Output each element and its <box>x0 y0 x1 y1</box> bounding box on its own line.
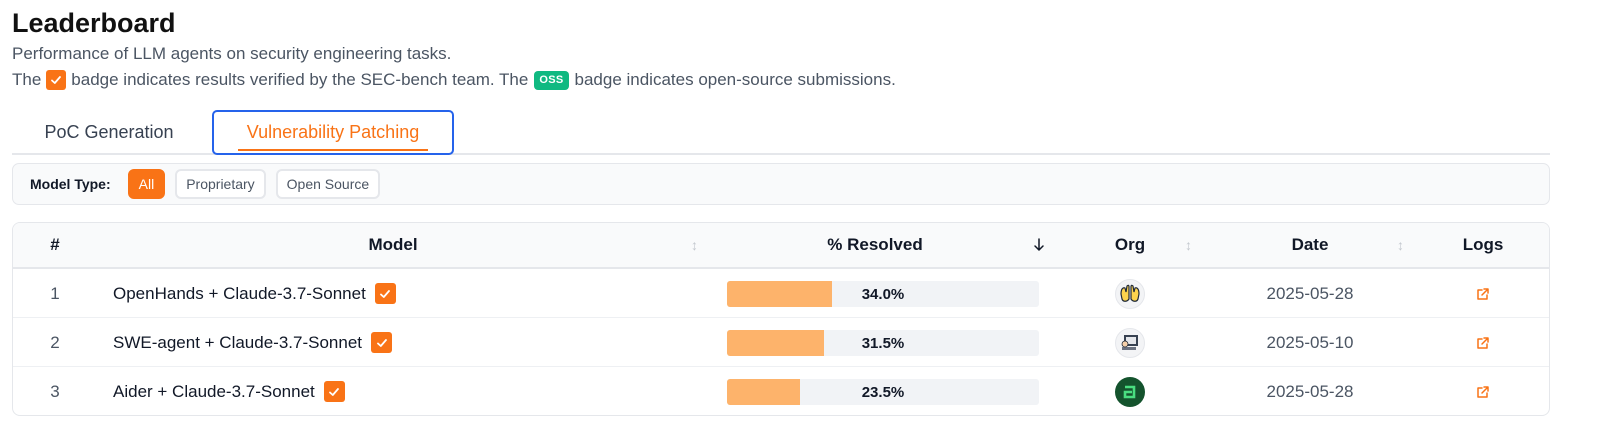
external-link-icon[interactable] <box>1453 318 1513 367</box>
filter-label: Model Type: <box>30 176 111 192</box>
external-link-icon[interactable] <box>1453 269 1513 318</box>
table-header: # Model ↕ % Resolved Org ↕ Date ↕ Logs <box>13 223 1549 269</box>
sort-model-icon[interactable]: ↕ <box>691 237 698 253</box>
model-name: SWE-agent + Claude-3.7-Sonnet <box>113 332 363 352</box>
filter-all-button[interactable]: All <box>127 169 166 199</box>
date-cell: 2025-05-28 <box>1266 381 1354 401</box>
header-logs: Logs <box>1462 235 1504 254</box>
header-resolved[interactable]: % Resolved <box>827 235 923 254</box>
table-row: 1 OpenHands + Claude-3.7-Sonnet 34.0% 20… <box>13 269 1549 318</box>
leaderboard-table: # Model ↕ % Resolved Org ↕ Date ↕ Logs 1… <box>12 222 1550 416</box>
sort-date-icon[interactable]: ↕ <box>1397 237 1404 253</box>
org-cell <box>1113 318 1147 367</box>
note-text-2: badge indicates results verified by the … <box>71 70 529 89</box>
page-subtitle: Performance of LLM agents on security en… <box>12 44 452 63</box>
verified-badge-icon <box>46 70 67 90</box>
resolved-bar-fill <box>727 330 825 356</box>
rank-cell: 2 <box>50 332 60 352</box>
rank-cell: 3 <box>50 381 60 401</box>
resolved-bar-fill <box>727 281 833 307</box>
note-text-3: badge indicates open-source submissions. <box>574 70 896 89</box>
org-cell <box>1113 367 1147 415</box>
model-cell: OpenHands + Claude-3.7-Sonnet <box>113 269 396 318</box>
date-cell: 2025-05-28 <box>1266 283 1354 303</box>
verified-check-icon <box>371 332 393 353</box>
model-cell: Aider + Claude-3.7-Sonnet <box>113 367 345 415</box>
leaderboard-tabs: PoC Generation Vulnerability Patching <box>12 110 1550 155</box>
sort-org-icon[interactable]: ↕ <box>1185 237 1192 253</box>
model-type-filter: Model Type: All Proprietary Open Source <box>12 163 1550 205</box>
filter-open-source-button[interactable]: Open Source <box>275 169 381 199</box>
table-row: 3 Aider + Claude-3.7-Sonnet 23.5% 2025-0… <box>13 367 1549 415</box>
page-title: Leaderboard <box>12 8 176 38</box>
model-name: Aider + Claude-3.7-Sonnet <box>113 381 315 401</box>
filter-proprietary-button[interactable]: Proprietary <box>175 169 266 199</box>
resolved-value: 23.5% <box>861 383 905 401</box>
aider-terminal-icon <box>1115 376 1145 407</box>
resolved-bar: 31.5% <box>727 330 1039 356</box>
tab-poc-generation[interactable]: PoC Generation <box>44 122 174 142</box>
header-date[interactable]: Date <box>1291 235 1329 254</box>
oss-badge: OSS <box>534 70 569 90</box>
resolved-bar: 34.0% <box>727 281 1039 307</box>
resolved-value: 34.0% <box>861 285 905 303</box>
verified-check-icon <box>323 381 345 402</box>
openhands-hands-icon <box>1115 278 1145 309</box>
header-org[interactable]: Org <box>1114 235 1146 254</box>
badge-legend-note: The badge indicates results verified by … <box>12 70 896 90</box>
date-cell: 2025-05-10 <box>1266 332 1354 352</box>
verified-check-icon <box>374 283 396 304</box>
header-rank: # <box>50 235 60 254</box>
model-cell: SWE-agent + Claude-3.7-Sonnet <box>113 318 393 367</box>
table-row: 2 SWE-agent + Claude-3.7-Sonnet 31.5% 20… <box>13 318 1549 367</box>
swe-agent-computer-icon <box>1115 327 1145 358</box>
org-cell <box>1113 269 1147 318</box>
resolved-bar-fill <box>727 379 800 405</box>
resolved-value: 31.5% <box>861 334 905 352</box>
resolved-bar: 23.5% <box>727 379 1039 405</box>
tab-vulnerability-patching[interactable]: Vulnerability Patching <box>212 110 454 155</box>
rank-cell: 1 <box>50 283 60 303</box>
model-name: OpenHands + Claude-3.7-Sonnet <box>113 283 366 303</box>
sort-desc-arrow-icon[interactable] <box>1033 223 1045 267</box>
note-text-1: The <box>12 70 42 89</box>
header-model[interactable]: Model <box>368 235 418 254</box>
external-link-icon[interactable] <box>1453 367 1513 415</box>
